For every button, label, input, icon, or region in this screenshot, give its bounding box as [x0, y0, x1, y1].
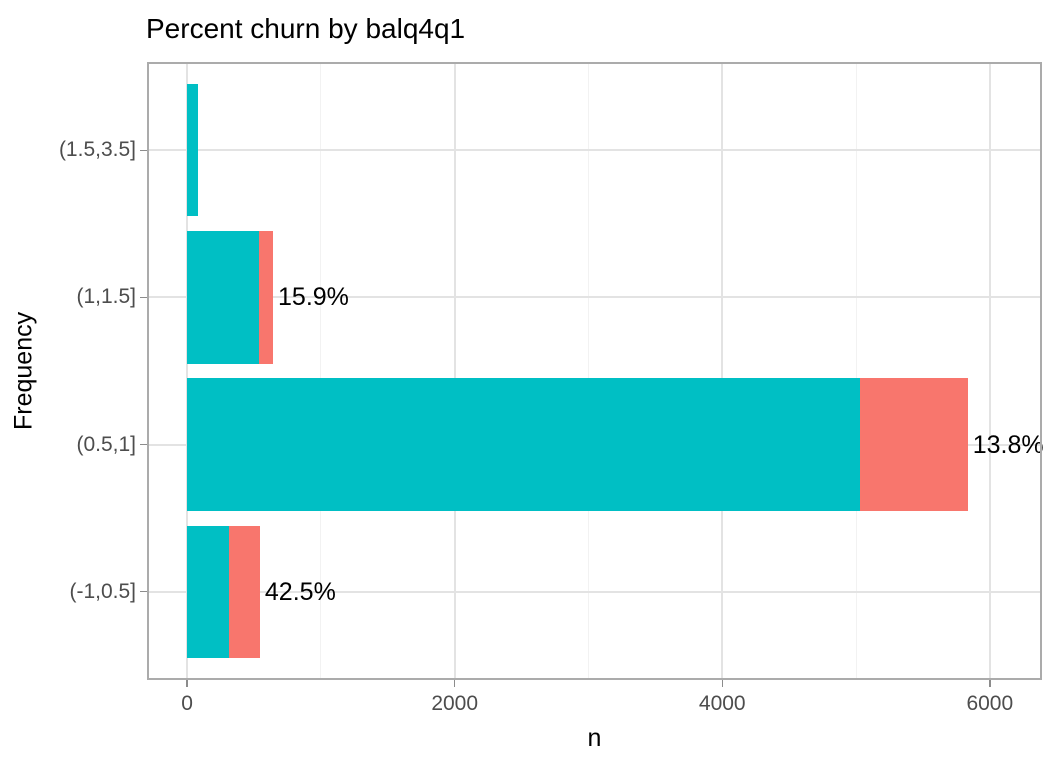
- bar-percent-label-3: 42.5%: [264, 577, 336, 606]
- y-tick-label-0: (1.5,3.5]: [58, 138, 136, 162]
- y-axis-tick-0: [140, 149, 147, 152]
- bar-3-not-churned: [187, 525, 229, 658]
- bar-percent-label-1: 15.9%: [278, 283, 349, 312]
- x-axis-tick-4000: [721, 680, 723, 687]
- bar-percent-label-2: 13.8%: [972, 430, 1044, 459]
- x-axis-title: n: [587, 724, 602, 752]
- gridline-major-x-4000: [721, 62, 724, 680]
- bar-1-not-churned: [187, 231, 260, 364]
- y-axis-tick-2: [140, 443, 147, 446]
- plot-panel: 15.9% 13.8% 42.5%: [147, 62, 1044, 680]
- y-axis-tick-3: [140, 590, 147, 593]
- y-tick-label-3: (-1,0.5]: [69, 579, 136, 603]
- gridline-minor-x-1000: [320, 62, 322, 680]
- gridline-major-x-2000: [453, 62, 456, 680]
- x-axis-tick-0: [186, 680, 188, 687]
- y-tick-label-1: (1,1.5]: [76, 285, 136, 309]
- bar-2-not-churned: [187, 378, 861, 511]
- y-tick-label-2: (0.5,1]: [76, 432, 136, 456]
- x-axis-tick-6000: [989, 680, 991, 687]
- bar-2-churned: [860, 378, 968, 511]
- y-axis-tick-1: [140, 296, 147, 299]
- gridline-major-y-1: [147, 296, 1042, 299]
- bar-0-not-churned: [187, 84, 199, 217]
- gridline-major-x-0: [186, 62, 189, 680]
- gridline-major-y-0: [147, 149, 1042, 152]
- x-axis-tick-2000: [453, 680, 456, 687]
- bar-3-churned: [229, 525, 260, 658]
- x-tick-label-4000: 4000: [698, 692, 746, 715]
- gridline-major-y-3: [147, 590, 1042, 593]
- x-tick-label-6000: 6000: [966, 692, 1014, 715]
- chart-title: Percent churn by balq4q1: [146, 13, 466, 44]
- x-tick-label-0: 0: [181, 692, 193, 715]
- gridline-major-x-6000: [988, 62, 991, 680]
- bar-1-churned: [259, 231, 274, 364]
- x-tick-label-2000: 2000: [431, 692, 479, 715]
- gridline-minor-x-3000: [587, 62, 589, 680]
- gridline-minor-x-5000: [855, 62, 857, 680]
